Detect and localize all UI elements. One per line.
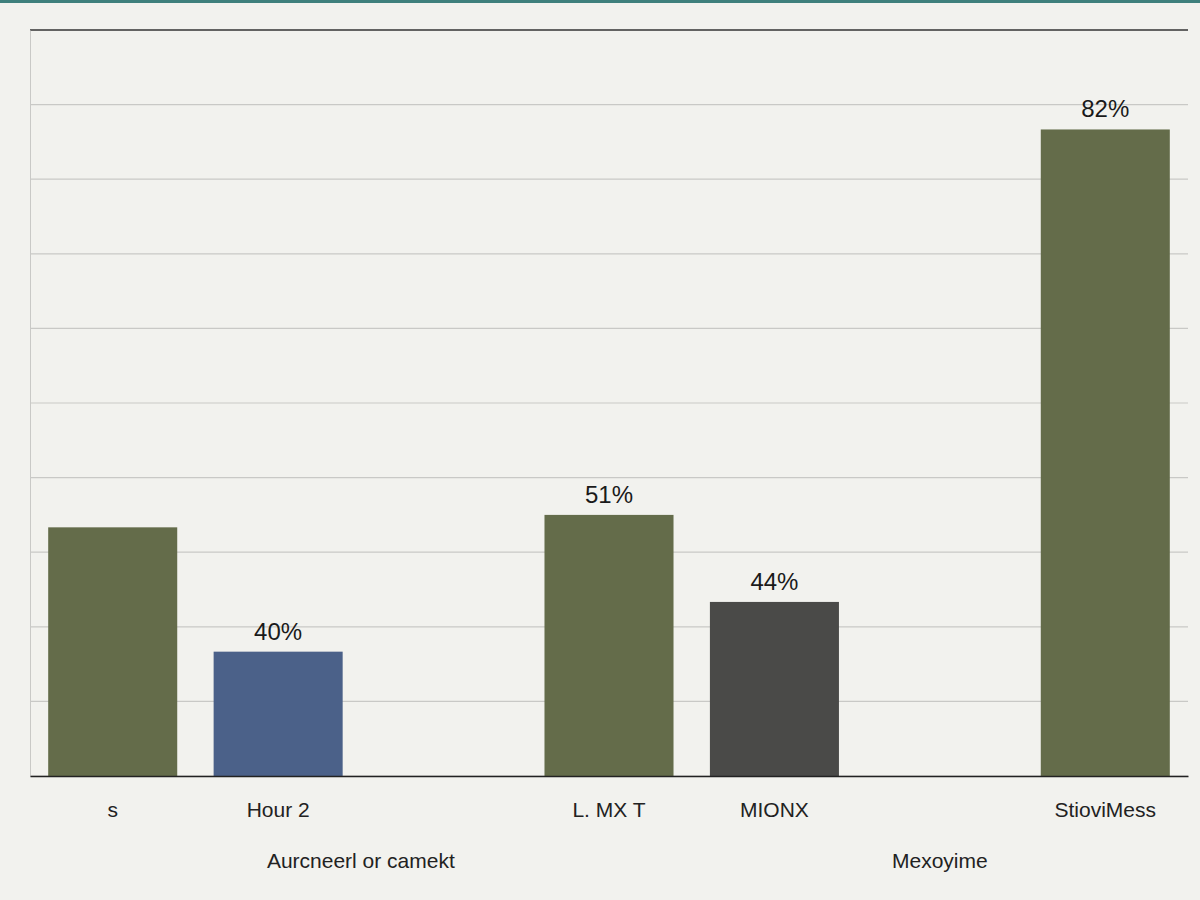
x-tick: s — [107, 776, 118, 821]
y-axis-line — [30, 31, 31, 777]
data-label: 82% — [1081, 95, 1129, 122]
grid-line — [30, 104, 1188, 105]
plot: s Hour 2 L. MX T MIONX StioviMess 40% 51% 44% 82… — [30, 30, 1189, 872]
bar — [48, 527, 177, 776]
x-tick-label: StioviMess — [1055, 798, 1157, 821]
chart: s Hour 2 L. MX T MIONX StioviMess 40% 51% 44% 82… — [0, 0, 1200, 900]
bar — [214, 652, 343, 776]
grid-line — [30, 29, 1188, 31]
x-tick-label: L. MX T — [572, 798, 645, 821]
group-label: Aurcneerl or camekt — [267, 849, 455, 872]
data-label: 51% — [585, 481, 633, 508]
grid-line — [30, 402, 1188, 403]
group-label: Mexoyime — [892, 849, 988, 872]
bar — [1041, 129, 1170, 776]
x-axis-line — [31, 776, 1189, 778]
x-tick-label: MIONX — [740, 798, 809, 821]
data-label: 40% — [254, 618, 302, 645]
grid-line — [30, 179, 1188, 180]
grid-line — [30, 328, 1188, 329]
x-tick-label: s — [107, 798, 118, 821]
x-tick-label: Hour 2 — [247, 798, 310, 821]
data-label: 44% — [750, 568, 798, 595]
data-labels: 40% 51% 44% 82% — [254, 95, 1129, 644]
y-axis — [30, 31, 32, 777]
x-tick: Hour 2 — [247, 776, 310, 821]
grid-line — [30, 253, 1188, 254]
x-tick: L. MX T — [572, 776, 645, 821]
grid — [30, 30, 1188, 776]
bar — [710, 602, 839, 776]
top-border — [0, 0, 1200, 3]
x-tick: MIONX — [740, 776, 809, 821]
grid-line — [30, 477, 1188, 478]
x-axis: s Hour 2 L. MX T MIONX StioviMess — [31, 776, 1189, 821]
bars — [48, 129, 1170, 776]
bar — [544, 515, 673, 776]
x-tick: StioviMess — [1055, 776, 1157, 821]
